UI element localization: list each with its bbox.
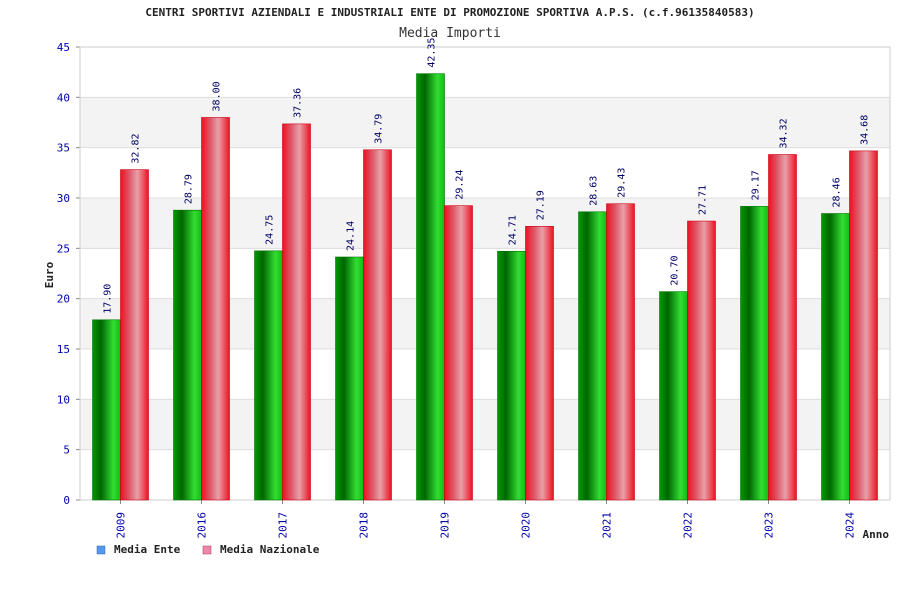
x-tick-label: 2019 — [439, 512, 452, 539]
y-axis-title: Euro — [43, 261, 56, 288]
data-label: 32.82 — [131, 134, 142, 164]
y-tick-label: 30 — [57, 192, 70, 205]
plot-border — [79, 46, 891, 501]
legend-label-nazionale: Media Nazionale — [220, 543, 320, 556]
data-label: 34.32 — [779, 118, 790, 148]
bars — [92, 73, 878, 501]
x-tick-label: 2023 — [763, 512, 776, 539]
legend: Media Ente Media Nazionale — [96, 543, 320, 556]
chart-title: CENTRI SPORTIVI AZIENDALI E INDUSTRIALI … — [145, 6, 755, 19]
y-tick-label: 25 — [57, 242, 70, 255]
y-tick-label: 45 — [57, 41, 70, 54]
data-label: 29.17 — [751, 170, 762, 200]
x-axis-title: Anno — [863, 528, 890, 541]
bar-media-ente — [659, 291, 688, 501]
y-tick-label: 15 — [57, 343, 70, 356]
bar-media-ente — [254, 250, 283, 501]
bar-media-nazionale — [363, 149, 392, 501]
data-label: 24.75 — [265, 215, 276, 245]
data-label: 29.24 — [455, 170, 466, 200]
bar-media-ente — [578, 211, 607, 501]
y-tick-label: 40 — [57, 91, 70, 104]
data-label: 34.68 — [860, 115, 871, 145]
y-tick-label: 5 — [63, 444, 70, 457]
data-label: 28.46 — [832, 177, 843, 207]
x-tick-label: 2018 — [358, 512, 371, 539]
data-label: 28.63 — [589, 176, 600, 206]
data-label: 29.43 — [617, 168, 628, 198]
y-tick-label: 35 — [57, 142, 70, 155]
y-tick-label: 0 — [63, 494, 70, 507]
bar-media-ente — [416, 73, 445, 501]
data-label: 28.79 — [184, 174, 195, 204]
bar-media-nazionale — [687, 220, 716, 501]
data-label: 37.36 — [293, 88, 304, 118]
bar-media-nazionale — [282, 123, 311, 501]
data-label: 38.00 — [212, 81, 223, 111]
legend-swatch-nazionale — [202, 545, 212, 555]
data-label: 42.35 — [427, 38, 438, 68]
bar-media-ente — [92, 319, 121, 501]
data-label: 27.71 — [698, 185, 709, 215]
tick-labels: 0 5 10 15 20 25 30 35 40 45 2009 2016 2017 2018 2019 20… — [57, 41, 857, 539]
x-tick-label: 2009 — [115, 512, 128, 539]
bar-media-nazionale — [525, 225, 554, 501]
x-tick-label: 2021 — [601, 512, 614, 539]
chart-subtitle: Media Importi — [399, 26, 501, 41]
legend-label-ente: Media Ente — [114, 543, 181, 556]
bar-media-ente — [335, 256, 364, 501]
data-label: 24.71 — [508, 215, 519, 245]
bar-media-nazionale — [444, 205, 473, 501]
bar-media-nazionale — [201, 117, 230, 501]
bar-media-ente — [497, 250, 526, 501]
y-tick-label: 20 — [57, 293, 70, 306]
bar-media-ente — [821, 213, 850, 501]
x-tick-label: 2022 — [682, 512, 695, 539]
y-tick-label: 10 — [57, 393, 70, 406]
x-tick-label: 2017 — [277, 512, 290, 539]
bar-media-nazionale — [849, 150, 878, 501]
data-label: 20.70 — [670, 256, 681, 286]
x-tick-label: 2020 — [520, 512, 533, 539]
data-labels: 17.90 32.82 28.79 38.00 24.75 37.36 24.14 34.79… — [103, 38, 871, 314]
legend-swatch-ente — [96, 545, 106, 555]
data-label: 34.79 — [374, 114, 385, 144]
data-label: 24.14 — [346, 221, 357, 251]
bar-media-nazionale — [120, 169, 149, 501]
data-label: 17.90 — [103, 284, 114, 314]
bar-media-nazionale — [768, 154, 797, 501]
data-label: 27.19 — [536, 190, 547, 220]
bar-media-nazionale — [606, 203, 635, 501]
x-tick-label: 2024 — [844, 512, 857, 539]
bar-media-ente — [173, 209, 202, 501]
x-tick-label: 2016 — [196, 512, 209, 539]
bar-media-ente — [740, 206, 769, 501]
